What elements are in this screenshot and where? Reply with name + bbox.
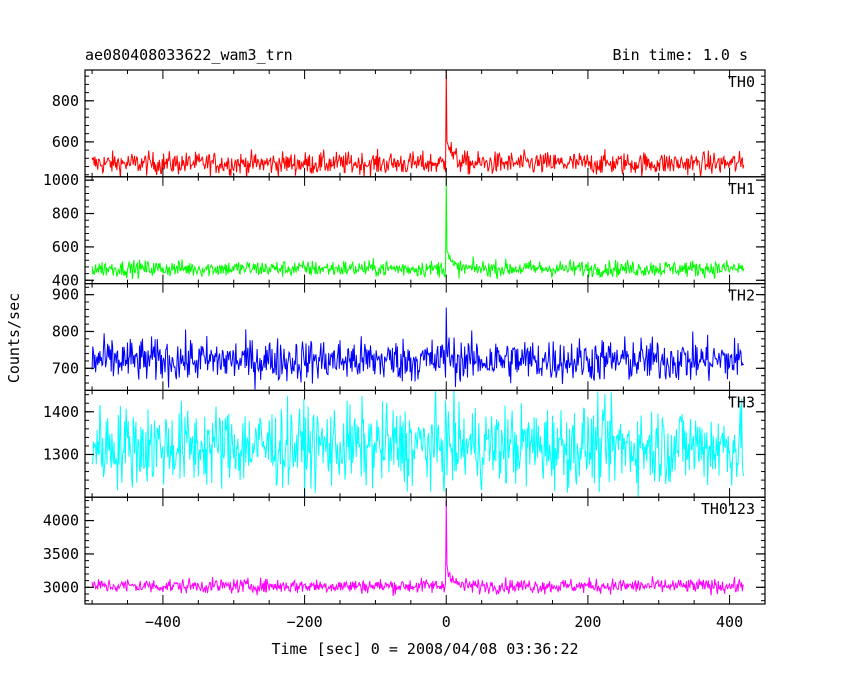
- panel-th1: 400 600 800 1000 TH1: [43, 171, 766, 289]
- y-tick-label-th3-0: 1300: [43, 445, 79, 463]
- panel-label-th1: TH1: [728, 180, 755, 198]
- panel-th2: 700 800 900 TH2: [52, 283, 766, 392]
- x-axis: −400 −200 0 200 400: [145, 613, 743, 631]
- x-tick-label-3: 200: [574, 613, 601, 631]
- y-tick-label-th0123-2: 4000: [43, 512, 79, 530]
- y-tick-label-th2-2: 900: [52, 286, 79, 304]
- panel-th3: 1300 1400 TH3: [43, 389, 766, 498]
- panel-label-th0: TH0: [728, 73, 755, 91]
- y-tick-label-th0-0: 600: [52, 133, 79, 151]
- panel-th0: 600 800 TH0: [52, 69, 766, 178]
- x-tick-label-0: −400: [145, 613, 181, 631]
- y-tick-label-th2-1: 800: [52, 322, 79, 340]
- y-tick-label-th1-0: 400: [52, 271, 79, 289]
- panel-label-th0123: TH0123: [701, 500, 755, 518]
- x-tick-label-1: −200: [287, 613, 323, 631]
- series-line-th0: [91, 70, 745, 177]
- series-line-th2: [91, 307, 744, 390]
- y-tick-label-th0123-1: 3500: [43, 545, 79, 563]
- y-tick-label-th3-1: 1400: [43, 403, 79, 421]
- panel-frame-th0123: [84, 496, 766, 605]
- x-tick-label-4: 400: [716, 613, 743, 631]
- bin-time-label: Bin time: 1.0 s: [613, 46, 748, 64]
- y-tick-label-th1-2: 800: [52, 205, 79, 223]
- y-tick-label-th0-1: 800: [52, 92, 79, 110]
- y-tick-label-th2-0: 700: [52, 359, 79, 377]
- panel-th0123: 3000 3500 4000 TH0123: [43, 496, 766, 605]
- panel-label-th3: TH3: [728, 393, 755, 411]
- y-tick-label-th0123-0: 3000: [43, 578, 79, 596]
- y-tick-label-th1-1: 600: [52, 238, 79, 256]
- series-line-th3: [91, 390, 745, 498]
- chart-title: ae080408033622_wam3_trn: [85, 46, 293, 64]
- y-axis-label: Counts/sec: [5, 293, 23, 383]
- series-line-th0123: [91, 500, 745, 597]
- series-line-th1: [91, 178, 745, 280]
- panel-label-th2: TH2: [728, 287, 755, 305]
- y-tick-label-th1-3: 1000: [43, 171, 79, 189]
- x-axis-label: Time [sec] 0 = 2008/04/08 03:36:22: [271, 640, 578, 658]
- x-tick-label-2: 0: [442, 613, 451, 631]
- panel-frame-th2: [84, 283, 766, 392]
- panel-stack: 600 800 TH0 400 600 800 1000 TH1 700 800 900 TH2 130…: [43, 69, 766, 605]
